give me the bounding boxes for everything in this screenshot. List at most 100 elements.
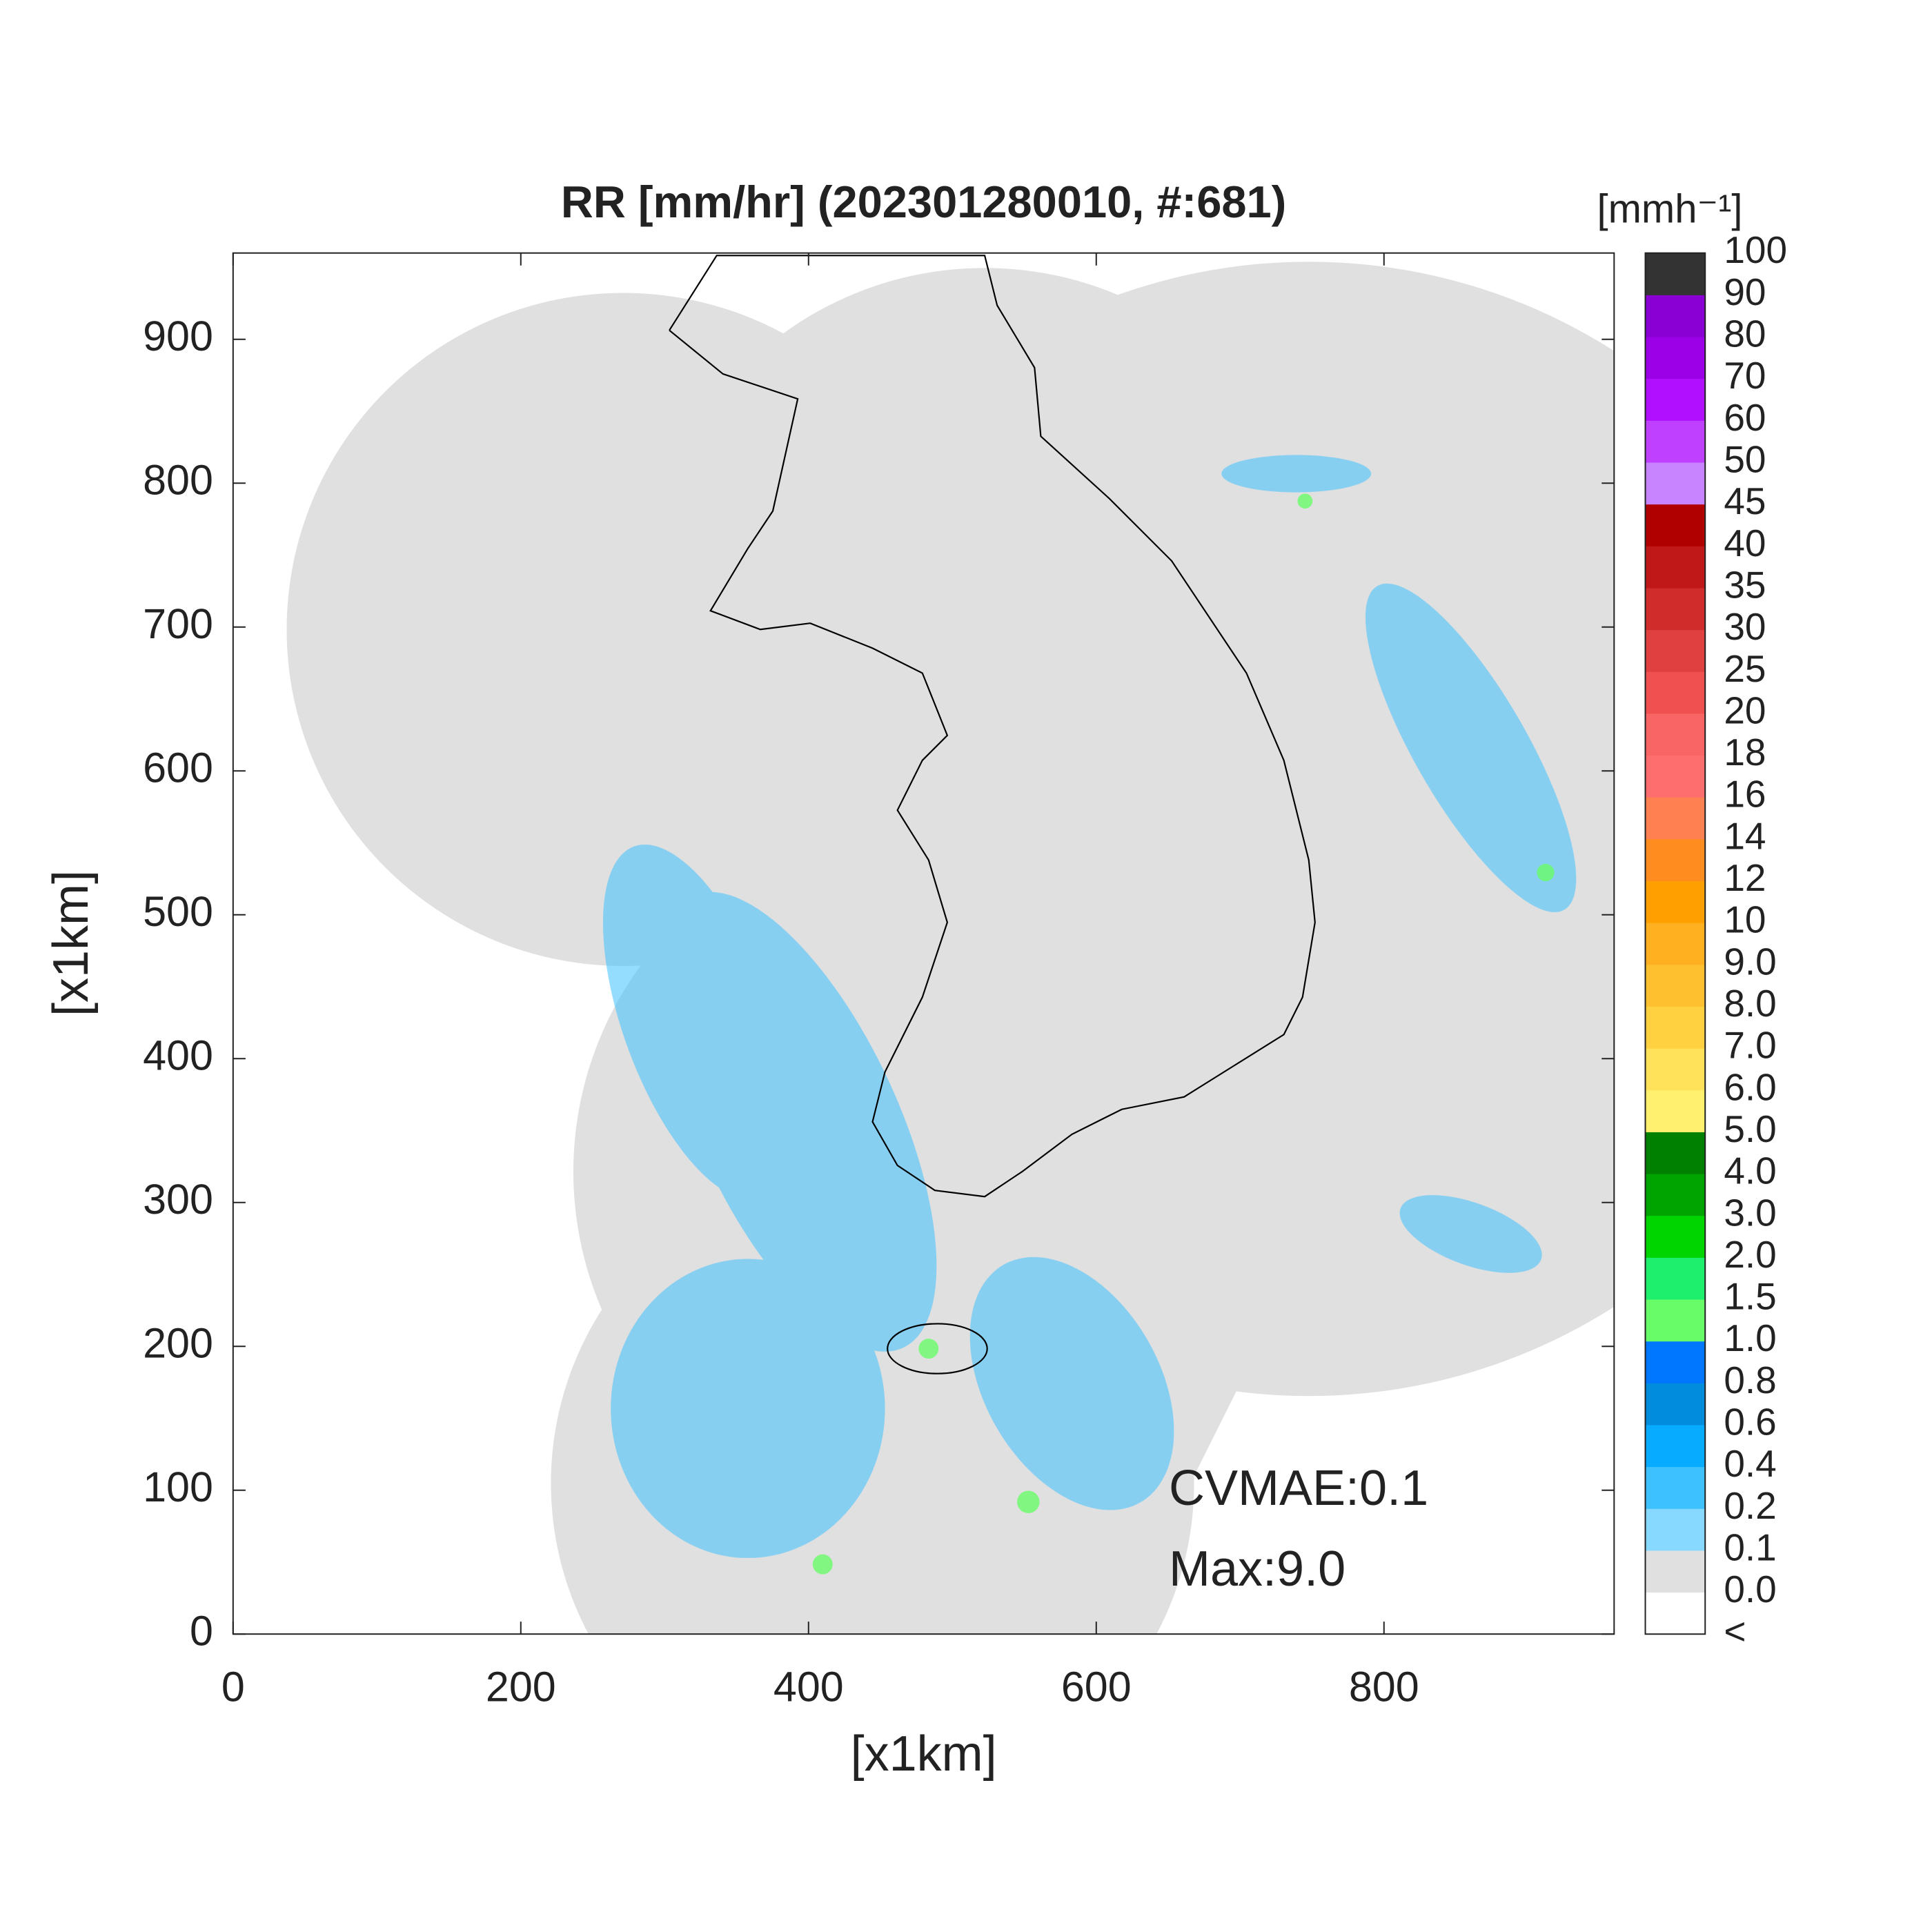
colorbar-bin [1645,295,1706,337]
chart-title: RR [mm/hr] (202301280010, #:681) [561,177,1286,227]
colorbar-label: 45 [1724,480,1766,522]
island [887,1323,988,1374]
y-axis-label: [x1km] [43,870,99,1016]
colorbar-bin [1645,671,1706,714]
colorbar-frame [1644,252,1706,1635]
coast [669,255,1316,1198]
x-tick-label: 0 [221,1664,245,1711]
y-tick-label: 100 [143,1463,213,1510]
colorbar-bin [1645,1132,1706,1174]
colorbar-label: 9.0 [1724,940,1776,983]
colorbar-label: 14 [1724,814,1766,857]
y-tick-label: 300 [143,1176,213,1223]
coastline [669,255,1316,1374]
rain-patch [1399,1195,1542,1273]
y-tick-label: 200 [143,1319,213,1366]
x-tick-label: 800 [1349,1664,1419,1711]
colorbar-label: 2.0 [1724,1233,1776,1276]
colorbar-bin [1645,1090,1706,1132]
colorbar-bin [1645,1592,1706,1635]
colorbar-label: 50 [1724,438,1766,481]
rain-texture [812,493,1555,1575]
colorbar-bin [1645,713,1706,756]
colorbar-label: 0.6 [1724,1401,1776,1443]
y-tick-label: 700 [143,600,213,647]
colorbar-bin [1645,420,1706,463]
colorbar-label: 90 [1724,270,1766,313]
colorbar-label: 0.0 [1724,1568,1776,1610]
colorbar-bin [1645,797,1706,840]
colorbar-label: 25 [1724,647,1766,690]
map-area [286,255,1615,1635]
y-tick-label: 900 [143,313,213,359]
colorbar-bin [1645,923,1706,965]
colorbar-bin [1645,546,1706,589]
colorbar-bin [1645,1174,1706,1216]
colorbar-bin [1645,964,1706,1007]
colorbar-label: 8.0 [1724,982,1776,1025]
rain-patch [1365,583,1577,913]
colorbar-label: 6.0 [1724,1065,1776,1108]
rain-texture [602,455,1577,1559]
colorbar-bin [1645,337,1706,379]
colorbar-bin [1645,1383,1706,1426]
plot-frame [232,252,1615,1635]
colorbar-label: 0.4 [1724,1442,1776,1485]
rain-patch [969,1256,1174,1510]
rain-patch [1221,455,1372,493]
y-tick-label: 400 [143,1032,213,1078]
annotation: CVMAE:0.1 [1169,1461,1428,1516]
colorbar-bin [1645,1341,1706,1383]
y-tick-label: 600 [143,744,213,791]
x-tick-label: 400 [773,1664,844,1711]
colorbar-label: 35 [1724,563,1766,606]
colorbar-bin [1645,504,1706,546]
colorbar-label: 1.0 [1724,1317,1776,1359]
colorbar-title: [mmh⁻¹] [1597,186,1742,231]
colorbar-label: 0.1 [1724,1526,1776,1568]
rain-cell [1017,1490,1040,1514]
colorbar-bin [1645,880,1706,923]
colorbar-label: 16 [1724,773,1766,816]
colorbar-bin [1645,253,1706,295]
colorbar-bin [1645,1215,1706,1258]
colorbar-bin [1645,587,1706,631]
x-tick-label: 200 [486,1664,556,1711]
rain-cell [1297,493,1313,509]
colorbar-bin [1645,1048,1706,1091]
rain-cell [1537,863,1555,882]
colorbar-bin [1645,1466,1706,1509]
x-axis-label: [x1km] [851,1726,997,1782]
radar-coverage [286,255,1615,1635]
colorbar-label: 10 [1724,898,1766,941]
colorbar-label: 40 [1724,522,1766,564]
y-tick-label: 0 [190,1607,213,1654]
x-tick-label: 600 [1061,1664,1132,1711]
colorbar-bin [1645,629,1706,672]
colorbar-label: 80 [1724,313,1766,355]
colorbar-label: 30 [1724,605,1766,648]
colorbar-label: 4.0 [1724,1150,1776,1192]
annotation: Max:9.0 [1169,1541,1346,1597]
y-tick-label: 500 [143,888,213,935]
colorbar-label: 70 [1724,354,1766,397]
colorbar-label: 18 [1724,731,1766,773]
colorbar-label: 0.8 [1724,1359,1776,1401]
rain-cell [812,1554,833,1575]
colorbar-label: < [1724,1610,1746,1653]
colorbar-bin [1645,462,1706,505]
colorbar-label: 100 [1724,228,1787,271]
colorbar-label: 1.5 [1724,1275,1776,1318]
rain-patch [611,1259,885,1559]
colorbar-bin [1645,1006,1706,1049]
rain-cell [918,1339,939,1359]
colorbar-label: 20 [1724,689,1766,731]
colorbar-bin [1645,1550,1706,1593]
colorbar-bin [1645,1424,1706,1468]
colorbar-label: 7.0 [1724,1024,1776,1067]
y-tick-label: 800 [143,456,213,503]
colorbar-label: 12 [1724,856,1766,899]
colorbar-bin [1645,1257,1706,1300]
colorbar-label: 5.0 [1724,1107,1776,1150]
